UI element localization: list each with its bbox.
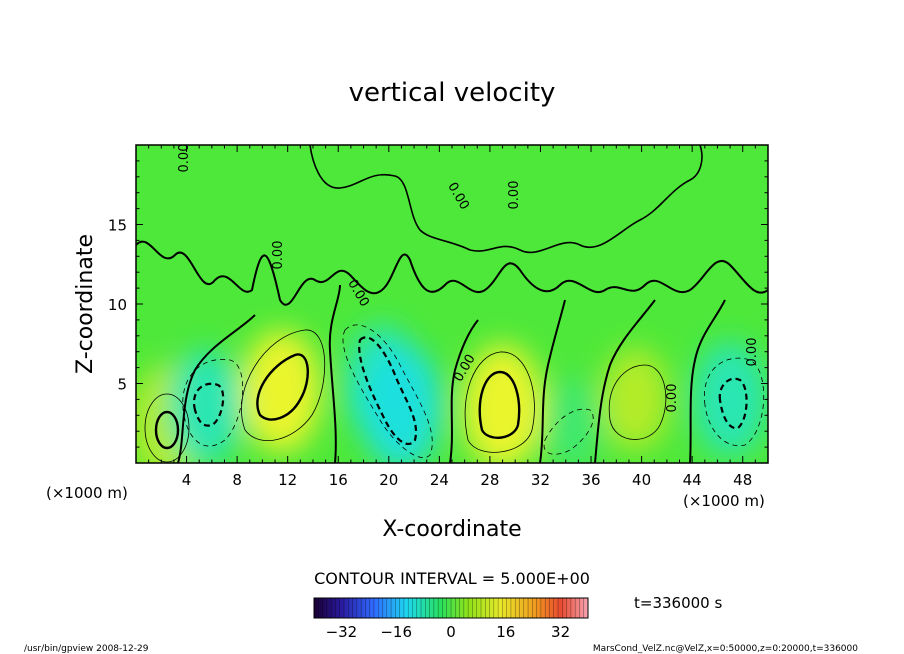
colorbar-tick-label: −32 <box>326 623 358 641</box>
field-cell-2 <box>168 349 243 463</box>
field-blobs <box>136 324 768 463</box>
colorbar: −32 −16 0 16 32 <box>313 597 589 641</box>
contour-label: 0.00 <box>745 338 760 367</box>
x-axis: 4 8 12 16 20 24 28 32 36 40 44 48 <box>135 145 769 489</box>
y-axis: 5 10 15 <box>108 144 768 464</box>
x-tick-label: 40 <box>632 471 651 489</box>
x-axis-title: X-coordinate <box>382 517 521 542</box>
colorbar-tick-label: −16 <box>380 623 412 641</box>
field-cell-9 <box>692 341 768 457</box>
y-tick-label: 5 <box>117 376 127 394</box>
colorbar-ticks: −32 −16 0 16 32 <box>326 623 571 641</box>
field-cell-5 <box>361 344 442 463</box>
colorbar-tick-label: 16 <box>496 623 515 641</box>
x-tick-label: 48 <box>733 471 752 489</box>
x-tick-label: 20 <box>379 471 398 489</box>
x-tick-label: 44 <box>683 471 702 489</box>
x-tick-label: 16 <box>329 471 348 489</box>
x-tick-label: 12 <box>278 471 297 489</box>
x-tick-label: 24 <box>430 471 449 489</box>
x-tick-label: 32 <box>531 471 550 489</box>
footer-right: MarsCond_VelZ.nc@VelZ,x=0:50000,z=0:2000… <box>593 644 858 654</box>
colorbar-tick-label: 32 <box>551 623 570 641</box>
field-cell-6 <box>462 344 543 463</box>
colorbar-tick-label: 0 <box>446 623 456 641</box>
colorbar-stripes <box>318 598 584 618</box>
chart-title: vertical velocity <box>349 78 556 108</box>
x-tick-label: 8 <box>232 471 242 489</box>
contour-interval-text: CONTOUR INTERVAL = 5.000E+00 <box>314 569 590 588</box>
x-tick-label: 4 <box>182 471 192 489</box>
footer-left: /usr/bin/gpview 2008-12-29 <box>24 644 149 654</box>
x-unit-label-right: (×1000 m) <box>683 492 765 510</box>
plot-area: 0.000.000.000.00 0.000.000.000.00 <box>136 144 768 463</box>
contour-label: 0.00 <box>177 144 192 173</box>
field-cell-3 <box>241 329 321 454</box>
contour-label: 0.00 <box>665 384 680 413</box>
field-cell-8 <box>601 347 670 452</box>
time-label: t=336000 s <box>634 594 722 612</box>
y-tick-label: 15 <box>108 217 127 235</box>
x-tick-label: 28 <box>480 471 499 489</box>
contour-label: 0.00 <box>271 241 286 270</box>
y-tick-label: 10 <box>108 296 127 314</box>
x-tick-label: 36 <box>581 471 600 489</box>
x-unit-label-left: (×1000 m) <box>46 484 128 502</box>
y-axis-title: Z-coordinate <box>73 234 98 374</box>
contour-lines <box>136 145 768 463</box>
contour-label: 0.00 <box>507 181 522 210</box>
field-cell-7 <box>541 376 603 463</box>
